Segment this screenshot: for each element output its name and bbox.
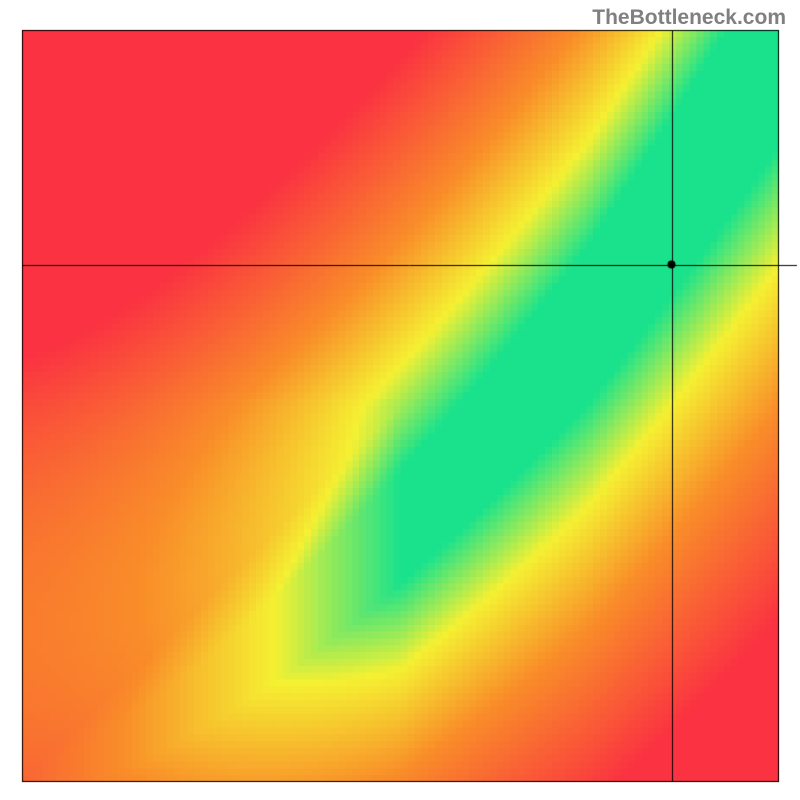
chart-container: TheBottleneck.com <box>0 0 800 800</box>
watermark-text: TheBottleneck.com <box>592 6 786 30</box>
crosshair-overlay <box>0 0 800 800</box>
